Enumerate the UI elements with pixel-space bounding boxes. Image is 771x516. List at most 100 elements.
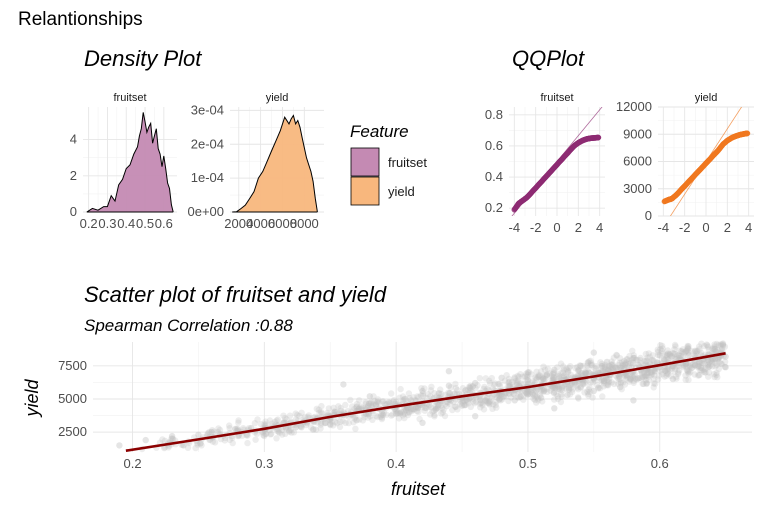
scatter-point bbox=[352, 413, 359, 420]
scatter-point bbox=[380, 409, 388, 416]
scatter-point bbox=[510, 390, 517, 398]
scatter-point bbox=[674, 352, 681, 359]
scatter-point bbox=[585, 369, 592, 376]
scatter-point bbox=[489, 385, 496, 392]
scatter-point bbox=[606, 363, 613, 370]
scatter-point bbox=[292, 424, 299, 431]
scatter-point bbox=[514, 372, 521, 380]
scatter-point bbox=[696, 366, 703, 373]
scatter-point bbox=[374, 413, 381, 421]
scatter-point bbox=[359, 417, 367, 424]
scatter-point bbox=[474, 382, 481, 389]
scatter-point bbox=[696, 371, 703, 379]
scatter-point bbox=[410, 394, 417, 401]
scatter-point bbox=[324, 409, 331, 417]
qq-title: QQPlot bbox=[512, 46, 585, 71]
scatter-point bbox=[600, 383, 607, 390]
scatter-point bbox=[233, 425, 241, 432]
scatter-point bbox=[253, 430, 261, 437]
scatter-point bbox=[321, 420, 328, 427]
x-tick-label: 0 bbox=[702, 220, 709, 235]
x-tick-label: 6000 bbox=[268, 216, 297, 231]
scatter-point bbox=[318, 402, 325, 410]
scatter-point bbox=[574, 394, 582, 401]
scatter-point bbox=[209, 438, 216, 445]
scatter-point bbox=[602, 361, 609, 368]
scatter-point bbox=[651, 368, 658, 375]
scatter-point bbox=[521, 373, 529, 380]
scatter-point bbox=[367, 400, 374, 407]
scatter-point bbox=[598, 364, 605, 372]
scatter-point bbox=[550, 374, 557, 381]
scatter-point bbox=[619, 362, 626, 370]
scatter-point bbox=[656, 352, 663, 359]
scatter-point bbox=[631, 354, 638, 362]
scatter-point bbox=[583, 378, 590, 385]
scatter-point bbox=[353, 400, 361, 408]
scatter-point bbox=[683, 347, 691, 354]
scatter-point bbox=[711, 343, 718, 350]
scatter-point bbox=[361, 414, 368, 421]
y-tick-label: 9000 bbox=[623, 126, 652, 141]
scatter-point bbox=[214, 428, 221, 436]
scatter-point bbox=[660, 357, 668, 364]
scatter-point bbox=[543, 371, 551, 378]
scatter-point bbox=[400, 398, 407, 405]
scatter-point bbox=[698, 359, 705, 366]
scatter-point bbox=[452, 403, 459, 411]
scatter-point bbox=[524, 377, 532, 384]
scatter-point bbox=[527, 388, 534, 395]
scatter-point bbox=[685, 376, 692, 384]
scatter-point bbox=[540, 387, 548, 394]
scatter-point bbox=[641, 372, 649, 380]
scatter-point bbox=[629, 373, 636, 380]
scatter-point bbox=[413, 407, 421, 415]
scatter-point bbox=[654, 352, 662, 359]
scatter-point bbox=[587, 361, 595, 369]
scatter-point bbox=[685, 345, 692, 352]
scatter-point bbox=[621, 361, 629, 368]
scatter-point bbox=[399, 393, 407, 400]
scatter-point bbox=[615, 361, 622, 369]
scatter-point bbox=[554, 372, 561, 380]
scatter-point bbox=[235, 417, 242, 424]
scatter-point bbox=[369, 416, 376, 423]
scatter-point bbox=[533, 399, 540, 406]
scatter-point bbox=[192, 444, 199, 452]
scatter-point bbox=[596, 385, 604, 392]
scatter-point bbox=[261, 432, 268, 440]
scatter-point bbox=[352, 425, 359, 432]
scatter-point bbox=[613, 365, 621, 372]
x-tick-label: 0.5 bbox=[136, 216, 154, 231]
scatter-point bbox=[697, 349, 705, 356]
scatter-point bbox=[644, 369, 651, 376]
scatter-point bbox=[484, 385, 491, 392]
scatter-point bbox=[496, 395, 504, 402]
scatter-point bbox=[535, 397, 542, 404]
scatter-point bbox=[617, 364, 625, 372]
scatter-point bbox=[350, 419, 357, 426]
scatter-point bbox=[585, 386, 592, 393]
scatter-point bbox=[640, 380, 647, 388]
scatter-point bbox=[659, 366, 666, 374]
scatter-point bbox=[374, 399, 381, 406]
scatter-point bbox=[472, 379, 479, 387]
scatter-point bbox=[387, 399, 394, 406]
scatter-point bbox=[594, 382, 601, 389]
scatter-point bbox=[292, 410, 299, 417]
scatter-point bbox=[669, 349, 677, 357]
scatter-point bbox=[650, 358, 657, 365]
scatter-point bbox=[451, 390, 458, 397]
scatter-point bbox=[709, 356, 716, 363]
scatter-point bbox=[501, 390, 509, 397]
scatter-point bbox=[216, 426, 224, 434]
scatter-point bbox=[603, 381, 610, 389]
scatter-point bbox=[495, 392, 502, 399]
scatter-point bbox=[626, 352, 633, 360]
scatter-point bbox=[544, 388, 551, 395]
y-tick-label: 3e-04 bbox=[191, 102, 224, 117]
scatter-point bbox=[367, 402, 375, 409]
scatter-point bbox=[402, 407, 410, 414]
scatter-point bbox=[439, 409, 446, 416]
scatter-point bbox=[661, 367, 669, 374]
